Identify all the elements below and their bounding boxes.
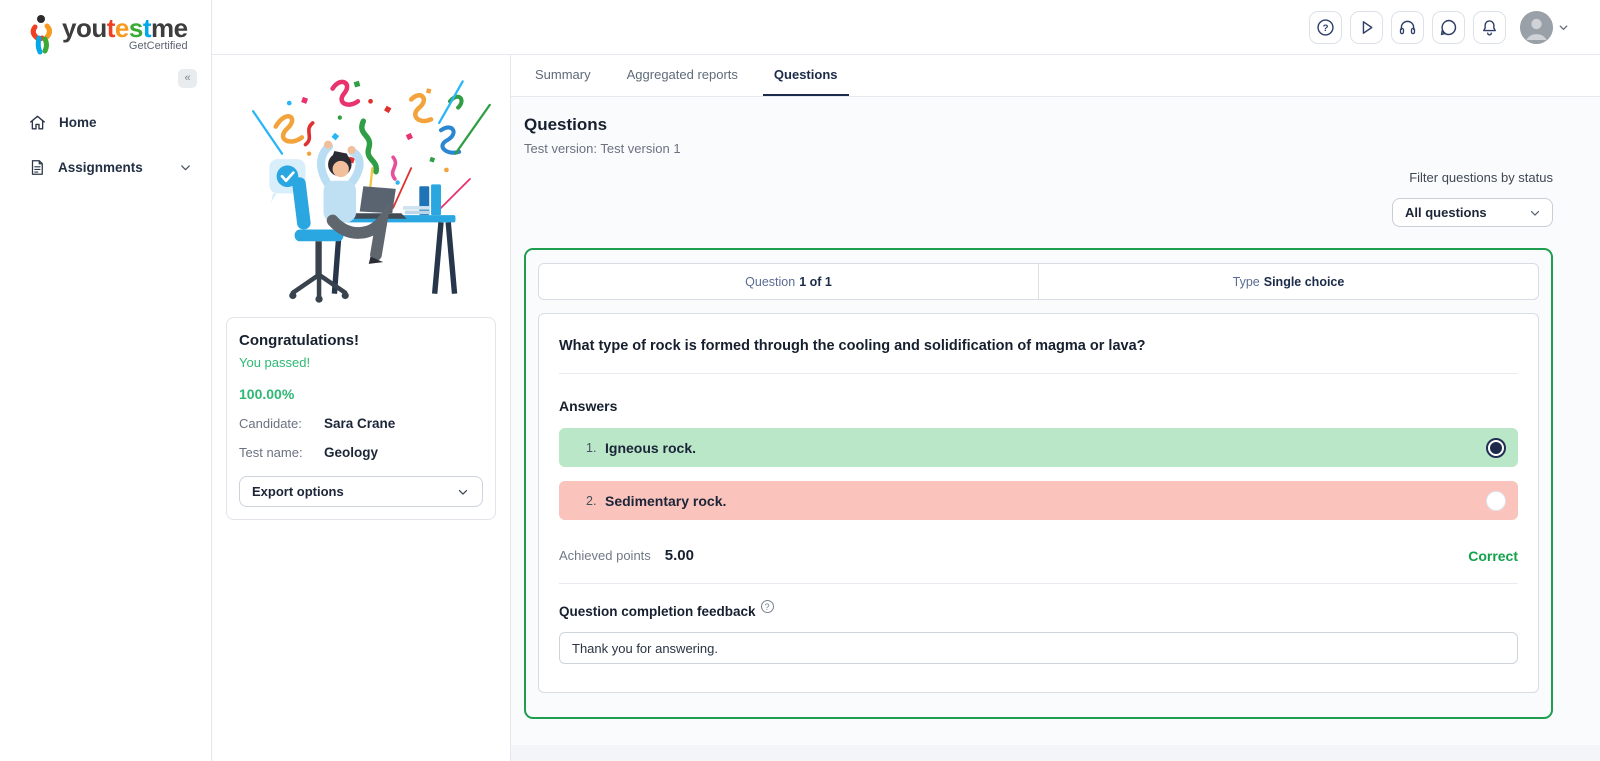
sidebar-nav: Home Assignments	[0, 100, 211, 190]
avatar-person-icon	[1520, 10, 1553, 44]
help-button[interactable]: ?	[1309, 10, 1342, 44]
filter-block: Filter questions by status All questions	[524, 170, 1553, 227]
play-tutorial-button[interactable]	[1350, 10, 1383, 44]
chevron-down-icon	[181, 165, 190, 171]
question-panel-header: Question 1 of 1 Type Single choice	[538, 263, 1539, 300]
home-icon	[30, 115, 45, 130]
answer-number: 1.	[586, 440, 597, 455]
answer-text: Igneous rock.	[605, 439, 697, 456]
status-badge: Correct	[1468, 547, 1518, 564]
tab-questions[interactable]: Questions	[762, 55, 849, 96]
right-column: ?	[212, 0, 1600, 761]
answer-number: 2.	[586, 493, 597, 508]
question-type: Type Single choice	[1038, 264, 1538, 299]
sidebar-item-label: Home	[59, 115, 97, 130]
question-position-value: 1 of 1	[799, 274, 832, 289]
sidebar: youtestme GetCertified « Home Assignment…	[0, 0, 212, 761]
help-icon: ?	[1317, 18, 1334, 36]
body-row: Congratulations! You passed! 100.00% Can…	[212, 55, 1600, 761]
question-text: What type of rock is formed through the …	[559, 338, 1146, 354]
chevron-down-icon	[1530, 210, 1540, 216]
question-card: What type of rock is formed through the …	[538, 313, 1539, 693]
field-value: Geology	[324, 445, 379, 460]
result-field-test-name: Test name: Geology	[239, 445, 483, 460]
play-icon	[1362, 20, 1373, 34]
info-icon: ?	[760, 600, 774, 613]
achieved-points-value: 5.00	[664, 547, 694, 564]
points-row: Achieved points 5.00 Correct	[559, 547, 1518, 564]
bell-icon	[1483, 19, 1496, 36]
chat-button[interactable]	[1432, 10, 1465, 44]
filter-label: Filter questions by status	[1409, 170, 1553, 185]
tab-summary[interactable]: Summary	[535, 67, 591, 82]
page-title: Questions	[524, 115, 608, 134]
support-button[interactable]	[1391, 10, 1424, 44]
feedback-text-box[interactable]: Thank you for answering.	[559, 632, 1518, 664]
filter-selected-value: All questions	[1405, 205, 1487, 220]
result-card: Congratulations! You passed! 100.00% Can…	[226, 317, 496, 520]
chat-icon	[1440, 19, 1457, 35]
assignments-icon	[31, 160, 43, 175]
radio-unselected[interactable]	[1486, 490, 1506, 511]
filter-questions-dropdown[interactable]: All questions	[1392, 198, 1553, 227]
export-options-button[interactable]: Export options	[239, 476, 483, 507]
export-options-label: Export options	[252, 484, 344, 499]
field-label: Test name:	[239, 445, 303, 460]
logo-wordmark: youtestme	[62, 14, 188, 42]
question-panel: Question 1 of 1 Type Single choice What …	[524, 248, 1553, 719]
user-menu[interactable]	[1520, 10, 1570, 44]
logo-letter: t	[106, 13, 116, 43]
logo-letter: e	[114, 13, 129, 43]
answer-text: Sedimentary rock.	[605, 492, 727, 509]
logo-text: youtestme GetCertified	[62, 14, 188, 52]
tab-aggregated-reports[interactable]: Aggregated reports	[626, 67, 738, 82]
logo-person-icon	[30, 15, 52, 55]
sidebar-collapse-button[interactable]: «	[178, 69, 197, 88]
question-position-label: Question	[745, 274, 796, 289]
question-type-label: Type	[1232, 274, 1260, 289]
logo-letter: me	[151, 13, 188, 43]
result-field-candidate: Candidate: Sara Crane	[239, 416, 483, 431]
svg-text:?: ?	[1323, 23, 1329, 34]
result-passed-text: You passed!	[239, 355, 311, 370]
sidebar-item-assignments[interactable]: Assignments	[0, 145, 211, 190]
brand-logo[interactable]: youtestme GetCertified	[0, 0, 211, 58]
logo-letter: you	[62, 13, 107, 43]
logo-subtitle: GetCertified	[128, 40, 188, 52]
chevron-down-icon	[1559, 24, 1568, 30]
result-panel: Congratulations! You passed! 100.00% Can…	[212, 55, 511, 761]
divider	[559, 583, 1518, 584]
chevron-down-icon	[458, 489, 468, 495]
page-subtitle: Test version: Test version 1	[524, 141, 681, 156]
questions-content: Questions Test version: Test version 1 F…	[511, 97, 1600, 745]
field-value: Sara Crane	[324, 416, 396, 431]
answer-row-2[interactable]: 2. Sedimentary rock.	[559, 481, 1518, 520]
divider	[559, 373, 1518, 374]
question-position: Question 1 of 1	[539, 264, 1038, 299]
radio-selected[interactable]	[1486, 437, 1506, 458]
sidebar-item-label: Assignments	[58, 160, 143, 175]
main-content: Summary Aggregated reports Questions Que…	[511, 55, 1600, 761]
answers-heading: Answers	[559, 398, 618, 414]
footer-strip	[511, 745, 1600, 761]
result-title: Congratulations!	[239, 332, 359, 349]
tab-bar: Summary Aggregated reports Questions	[511, 55, 1600, 97]
sidebar-item-home[interactable]: Home	[0, 100, 211, 145]
top-header: ?	[212, 0, 1600, 55]
celebration-illustration	[251, 79, 491, 303]
question-type-value: Single choice	[1263, 274, 1345, 289]
logo-letter: s	[128, 13, 143, 43]
field-label: Candidate:	[239, 416, 302, 431]
answer-row-1[interactable]: 1. Igneous rock.	[559, 428, 1518, 467]
feedback-label: Question completion feedback	[559, 604, 756, 619]
headphones-icon	[1399, 20, 1416, 34]
notifications-button[interactable]	[1473, 10, 1506, 44]
logo-letter: t	[142, 13, 152, 43]
avatar	[1520, 10, 1553, 44]
achieved-points-label: Achieved points	[559, 548, 651, 563]
feedback-label-row: Question completion feedback ?	[559, 600, 1518, 619]
result-score: 100.00%	[239, 386, 295, 402]
